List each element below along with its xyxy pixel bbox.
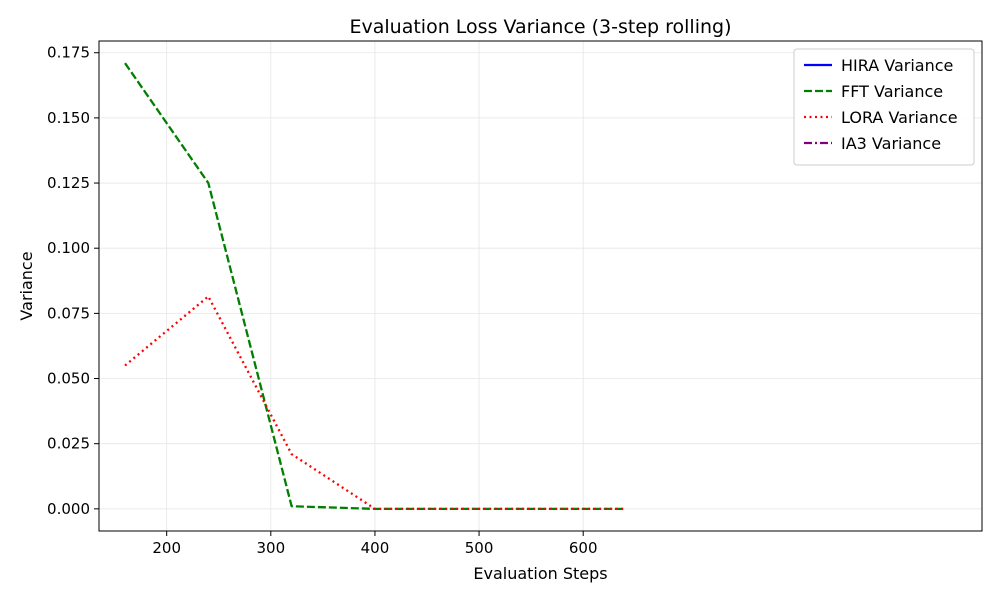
legend-entry-label: LORA Variance — [841, 108, 958, 127]
y-tick-label: 0.025 — [47, 435, 90, 453]
y-tick-label: 0.175 — [47, 44, 90, 62]
lora-variance-line — [124, 295, 625, 511]
x-tick-label: 500 — [465, 539, 494, 557]
legend-entry-label: HIRA Variance — [841, 56, 953, 75]
axes: 200 300 400 500 600 0.000 0.025 0.050 0.075 0.100… — [47, 44, 597, 557]
chart-title: Evaluation Loss Variance (3-step rolling… — [350, 16, 732, 38]
y-axis-label: Variance — [17, 251, 36, 320]
y-tick-label: 0.150 — [47, 109, 90, 127]
x-axis-label: Evaluation Steps — [473, 564, 607, 583]
legend-entry-label: IA3 Variance — [841, 134, 941, 153]
x-tick-label: 200 — [152, 539, 181, 557]
legend-entry-label: FFT Variance — [841, 82, 943, 101]
series-lines — [124, 62, 625, 511]
y-tick-label: 0.100 — [47, 239, 90, 257]
y-tick-label: 0.000 — [47, 500, 90, 518]
legend-box — [793, 48, 975, 166]
legend: HIRA Variance FFT Variance LORA Variance IA… — [793, 48, 975, 166]
y-tick-label: 0.050 — [47, 370, 90, 388]
x-tick-label: 600 — [569, 539, 598, 557]
x-tick-label: 300 — [256, 539, 285, 557]
y-tick-label: 0.125 — [47, 174, 90, 192]
plot-frame — [98, 40, 983, 532]
y-tick-label: 0.075 — [47, 304, 90, 322]
x-tick-label: 400 — [361, 539, 390, 557]
